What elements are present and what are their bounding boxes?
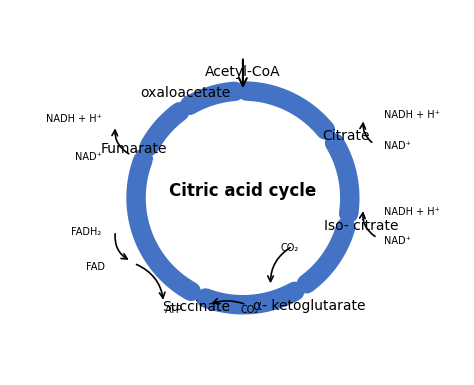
Text: Succinate: Succinate <box>162 300 230 315</box>
Text: oxaloacetate: oxaloacetate <box>140 87 230 100</box>
Text: NADH + H⁺: NADH + H⁺ <box>46 114 101 124</box>
Polygon shape <box>340 209 358 223</box>
Polygon shape <box>171 107 186 122</box>
Text: Acetyl-CoA: Acetyl-CoA <box>205 65 281 79</box>
Text: Citric acid cycle: Citric acid cycle <box>169 182 317 200</box>
Text: NAD⁺: NAD⁺ <box>384 141 411 151</box>
Text: NADH + H⁺: NADH + H⁺ <box>384 207 440 217</box>
Polygon shape <box>318 124 333 139</box>
Polygon shape <box>230 82 243 100</box>
Text: FADH₂: FADH₂ <box>72 228 101 237</box>
Text: Fumarate: Fumarate <box>100 142 167 156</box>
Text: CO₂: CO₂ <box>241 305 259 315</box>
Text: FAD: FAD <box>86 262 105 272</box>
Polygon shape <box>195 290 210 306</box>
Text: Iso- citrate: Iso- citrate <box>324 219 399 233</box>
Polygon shape <box>298 275 313 290</box>
Polygon shape <box>137 145 153 160</box>
Text: NAD⁺: NAD⁺ <box>75 152 101 161</box>
Text: CO₂: CO₂ <box>281 243 299 253</box>
Text: α- ketoglutarate: α- ketoglutarate <box>253 299 365 313</box>
Text: ATP: ATP <box>165 305 183 315</box>
Text: NADH + H⁺: NADH + H⁺ <box>384 110 440 120</box>
Text: NAD⁺: NAD⁺ <box>384 236 411 246</box>
Text: Citrate: Citrate <box>322 129 370 143</box>
